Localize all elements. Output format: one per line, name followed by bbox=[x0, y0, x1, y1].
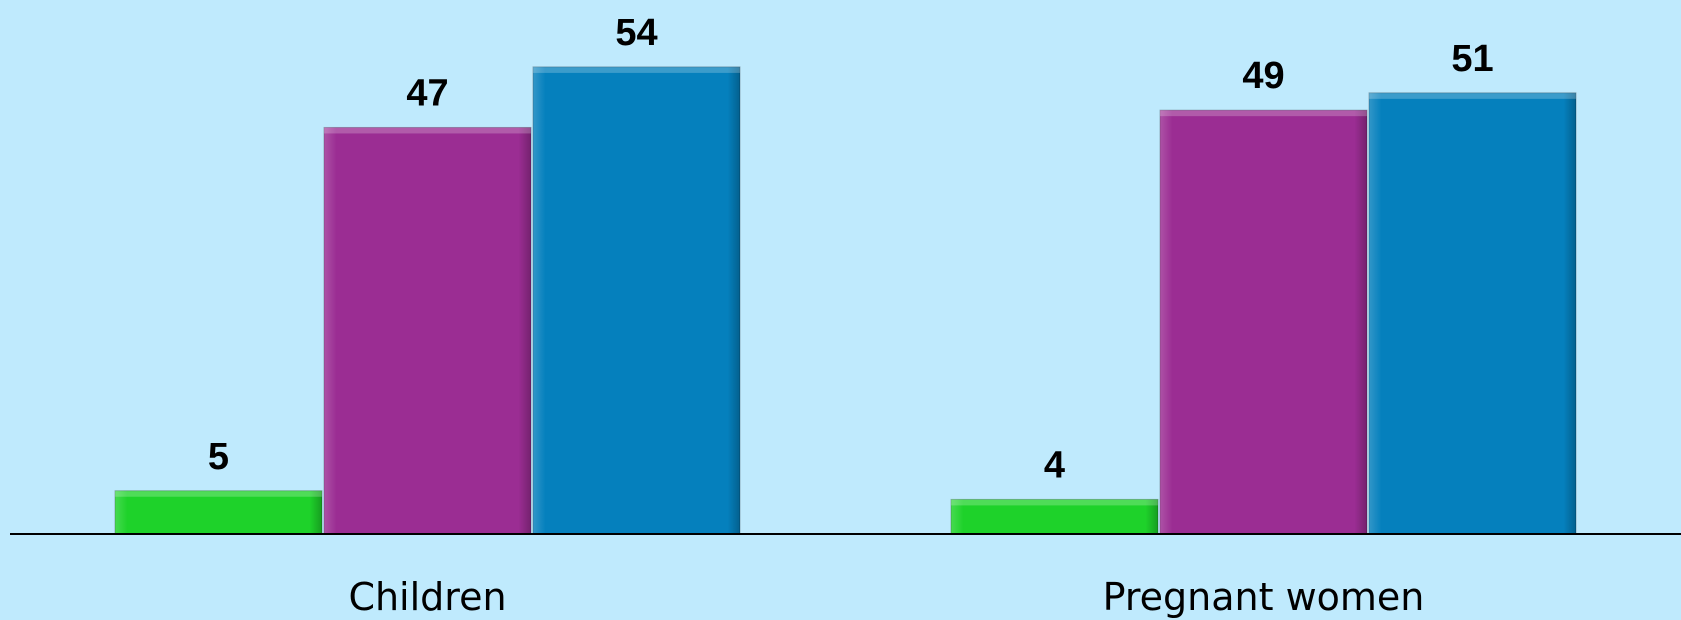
data-label: 5 bbox=[208, 436, 229, 478]
category-labels-layer: Children Pregnant women bbox=[348, 575, 1424, 619]
data-label: 51 bbox=[1451, 38, 1493, 80]
bar-top-bevel bbox=[324, 127, 531, 134]
bar-top-bevel bbox=[533, 66, 740, 73]
bar-bevel-shade bbox=[951, 499, 1158, 534]
bar-bevel-shade bbox=[1369, 92, 1576, 534]
data-label: 4 bbox=[1044, 444, 1065, 486]
bar-bevel-shade bbox=[1160, 110, 1367, 535]
bar-pregnant-women-series-1 bbox=[950, 498, 1159, 535]
bar-top-bevel bbox=[115, 490, 322, 497]
bar-bevel-shade bbox=[115, 490, 322, 534]
bar-top-bevel bbox=[1369, 92, 1576, 99]
bar-top-bevel bbox=[1160, 110, 1367, 117]
bar-children-series-1 bbox=[114, 490, 323, 535]
bar-pregnant-women-series-2 bbox=[1159, 109, 1368, 535]
bar-bevel-shade bbox=[533, 66, 740, 535]
bar-top-bevel bbox=[951, 499, 1158, 506]
bars-layer bbox=[114, 66, 1577, 535]
data-labels-layer: 5 47 54 4 49 51 bbox=[208, 12, 1494, 486]
category-label: Children bbox=[348, 575, 506, 619]
bar-children-series-2 bbox=[323, 126, 532, 535]
category-label: Pregnant women bbox=[1103, 575, 1425, 619]
bar-bevel-shade bbox=[324, 127, 531, 534]
data-label: 49 bbox=[1242, 55, 1284, 97]
data-label: 47 bbox=[406, 72, 448, 114]
bar-children-series-3 bbox=[532, 66, 741, 535]
bar-pregnant-women-series-3 bbox=[1368, 92, 1577, 535]
data-label: 54 bbox=[615, 12, 657, 54]
